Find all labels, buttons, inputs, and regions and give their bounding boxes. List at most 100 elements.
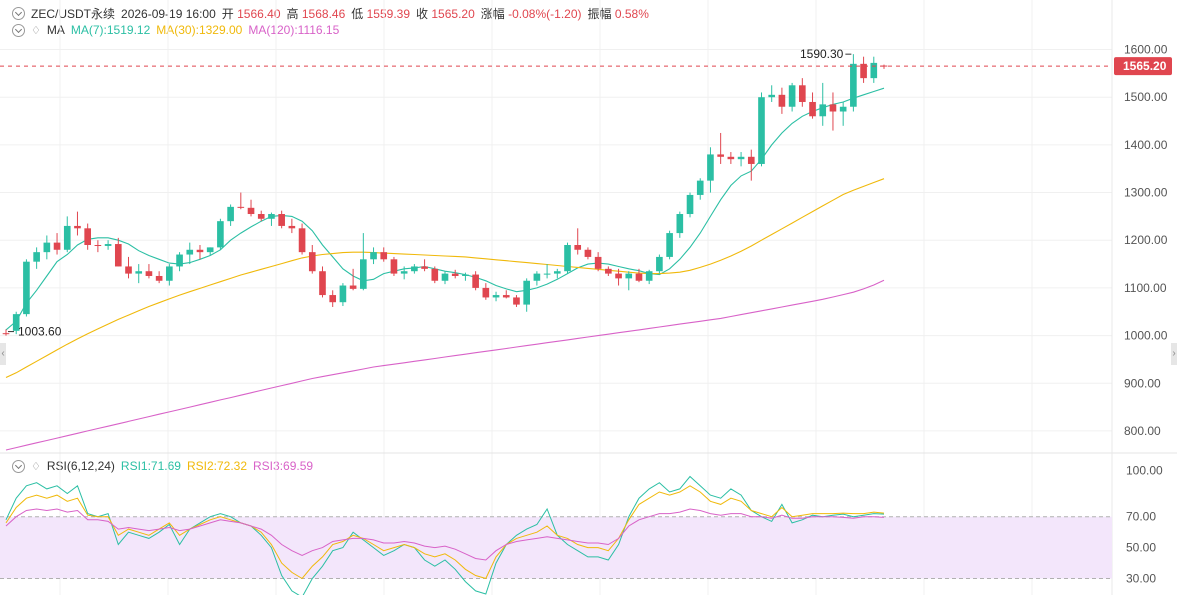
candle-body [104, 244, 112, 246]
price-tick-label: 1200.00 [1124, 233, 1168, 247]
candle [400, 266, 408, 280]
ma-collapse-icon[interactable] [12, 23, 25, 37]
candle [819, 82, 827, 126]
candle-body [747, 156, 755, 164]
high-annotation: 1590.30 [800, 47, 844, 61]
candle [707, 147, 714, 193]
alert-bell-icon[interactable]: ♢ [31, 24, 41, 37]
candle [594, 252, 602, 272]
candle [431, 266, 439, 284]
price-tick-label: 800.00 [1124, 424, 1161, 438]
low-label: 低 [351, 7, 364, 21]
candle [584, 247, 592, 260]
candle-body [186, 249, 194, 255]
candle [758, 92, 765, 167]
candle-body [125, 266, 132, 274]
price-tick-label: 1100.00 [1124, 281, 1167, 295]
candle [829, 92, 837, 131]
rsi-label[interactable]: RSI(6,12,24) [46, 459, 115, 473]
candle [737, 152, 745, 167]
candle [850, 54, 857, 112]
candle-body [553, 271, 561, 274]
price-tick-label: 1400.00 [1124, 138, 1168, 152]
rsi-lines [5, 475, 885, 595]
candle [247, 199, 255, 217]
candle [502, 290, 510, 299]
candle [308, 245, 316, 274]
high-label: 高 [286, 7, 299, 21]
candle [23, 259, 30, 317]
rsi-tick-label: 30.00 [1126, 572, 1156, 586]
collapse-toggle-icon[interactable] [12, 7, 25, 20]
candle [645, 269, 653, 285]
candle [411, 264, 418, 274]
candle [513, 295, 520, 307]
candle-body [206, 247, 214, 253]
scroll-left-handle[interactable]: ‹ [0, 343, 6, 365]
price-tick-label: 1500.00 [1124, 90, 1168, 104]
candle [268, 212, 275, 226]
candle-body [257, 214, 265, 219]
candle-body [308, 252, 316, 272]
rsi-tick-label: 50.00 [1126, 541, 1156, 555]
candle-body [819, 104, 827, 117]
rsi-line-rsi2 [5, 485, 885, 580]
candle-body [574, 245, 582, 250]
candle-body [84, 228, 91, 245]
candle-body [850, 63, 857, 107]
ma-line-ma120 [5, 279, 885, 451]
candle-body [635, 273, 643, 281]
candle [227, 204, 234, 226]
candle-body [53, 242, 61, 250]
candle [390, 256, 398, 276]
candle [278, 210, 285, 229]
candle-body [543, 273, 551, 275]
high-value: 1568.46 [301, 7, 346, 21]
candle [329, 290, 337, 307]
candle [625, 271, 633, 291]
candle [176, 252, 183, 272]
candle-body [411, 266, 418, 272]
price-tick-label: 1600.00 [1124, 43, 1168, 57]
rsi-collapse-icon[interactable] [12, 459, 25, 473]
candle-body [329, 295, 337, 303]
rsi-alert-bell-icon[interactable]: ♢ [31, 460, 41, 473]
candle [564, 242, 571, 274]
candle-body [686, 194, 694, 215]
candle-body [666, 233, 673, 257]
candle [145, 264, 153, 279]
candle [217, 218, 224, 250]
candle [860, 56, 867, 83]
candle-body [43, 242, 51, 253]
candle [747, 149, 755, 181]
candle-body [400, 271, 408, 274]
candle-body [564, 245, 571, 272]
ma-legend: ♢ MA MA(7):1519.12 MA(30):1329.00 MA(120… [12, 23, 339, 37]
candle-body [360, 259, 367, 289]
candle-body [370, 252, 377, 260]
candle-body [860, 63, 867, 79]
candle-body [676, 214, 684, 234]
candle-body [656, 256, 663, 272]
rsi-line-rsi1 [5, 475, 885, 595]
candle-body [482, 287, 490, 298]
candle [370, 247, 377, 265]
candle [727, 152, 735, 164]
candle-body [237, 206, 245, 208]
candle-body [319, 271, 326, 296]
scroll-right-handle[interactable]: › [1171, 343, 1177, 365]
candle [196, 245, 204, 260]
symbol-label: ZEC/USDT永续 [31, 7, 116, 21]
candle-body [472, 274, 479, 288]
candle [870, 56, 878, 83]
candle-body [74, 225, 81, 229]
rsi-band [0, 516, 1112, 580]
candle [421, 259, 428, 272]
ma-line-ma30 [5, 178, 885, 378]
candle-body [768, 94, 776, 98]
candle-body [431, 268, 439, 281]
candle [799, 78, 806, 107]
candle-body [145, 271, 153, 276]
